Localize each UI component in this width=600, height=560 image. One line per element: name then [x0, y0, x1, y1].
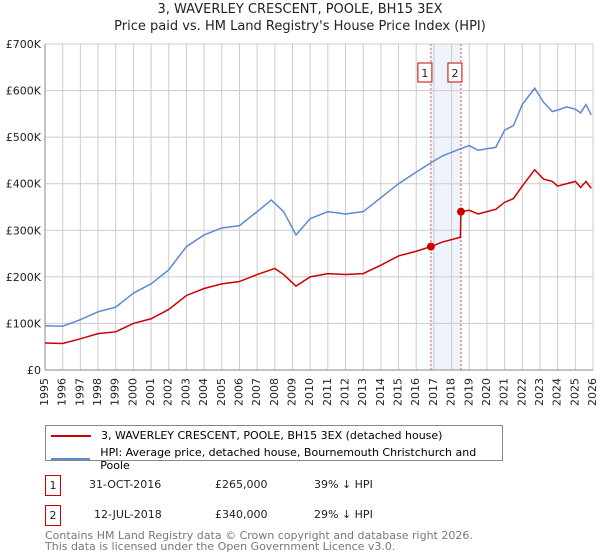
x-tick-label: 2024 [551, 378, 564, 406]
chart-subtitle: Price paid vs. HM Land Registry's House … [114, 19, 486, 34]
marker-label-box [417, 62, 433, 83]
x-tick-label: 2025 [568, 378, 581, 406]
transaction-hpi-diff: 39% ↓ HPI [314, 478, 373, 491]
marker-label: 2 [451, 67, 458, 80]
x-tick-label: 2008 [268, 378, 281, 406]
x-tick-label: 2010 [303, 378, 316, 406]
x-tick-label: 2007 [250, 378, 263, 406]
x-tick-label: 2016 [409, 378, 422, 406]
x-tick-label: 1997 [73, 378, 86, 406]
x-tick-label: 2022 [515, 378, 528, 406]
transaction-date: 31-OCT-2016 [89, 478, 162, 491]
x-tick-label: 2013 [356, 378, 369, 406]
x-tick-label: 2001 [144, 378, 157, 406]
x-tick-label: 2019 [462, 378, 475, 406]
x-tick-label: 2015 [392, 378, 405, 406]
y-tick-label: £300K [6, 224, 42, 237]
x-tick-label: 2006 [232, 378, 245, 406]
x-tick-label: 2002 [162, 378, 175, 406]
x-tick-label: 2009 [285, 378, 298, 406]
transaction-price: £265,000 [215, 478, 268, 491]
x-tick-label: 2017 [427, 378, 440, 406]
legend: 3, WAVERLEY CRESCENT, POOLE, BH15 3EX (d… [45, 425, 503, 472]
plot-area: 1995 1996 1997 1998 1999 2000 2001 2002 2003 2004… [6, 38, 599, 406]
legend-item-hpi: HPI: Average price, detached house, Bour… [51, 446, 502, 472]
x-tick-label: 2005 [215, 378, 228, 406]
transaction-price: £340,000 [215, 508, 268, 521]
x-tick-label: 2021 [498, 378, 511, 406]
x-tick-label: 1995 [38, 378, 51, 406]
marker-badge: 1 [45, 475, 61, 496]
series-line [44, 168, 592, 345]
x-tick-label: 2003 [179, 378, 192, 406]
series-line [44, 86, 592, 327]
transaction-date: 12-JUL-2018 [94, 508, 162, 521]
x-tick-label: 2018 [445, 378, 458, 406]
marker-label: 1 [421, 67, 428, 80]
x-tick-label: 2023 [533, 378, 546, 406]
x-tick-label: 2014 [374, 378, 387, 406]
x-tick-label: 2020 [480, 378, 493, 406]
x-tick-label: 2000 [126, 378, 139, 406]
x-tick-label: 2004 [197, 378, 210, 406]
y-tick-label: £0 [27, 364, 41, 377]
legend-item-property: 3, WAVERLEY CRESCENT, POOLE, BH15 3EX (d… [51, 429, 442, 442]
chart-title: 3, WAVERLEY CRESCENT, POOLE, BH15 3EX [157, 2, 443, 17]
shaded-period [430, 44, 461, 370]
x-tick-label: 1998 [91, 378, 104, 406]
x-tick-label: 2026 [586, 378, 599, 406]
y-tick-label: £500K [6, 131, 42, 144]
x-tick-label: 2011 [321, 378, 334, 406]
x-tick-label: 1999 [109, 378, 122, 406]
y-tick-label: £100K [6, 317, 42, 330]
y-tick-label: £600K [6, 85, 42, 98]
marker-label-box [447, 62, 463, 83]
legend-swatch-blue [51, 458, 91, 460]
x-tick-label: 2012 [339, 378, 352, 406]
legend-label: 3, WAVERLEY CRESCENT, POOLE, BH15 3EX (d… [101, 429, 443, 442]
y-tick-label: £200K [6, 271, 42, 284]
legend-swatch-red [51, 434, 91, 437]
y-tick-label: £400K [6, 178, 42, 191]
transaction-hpi-diff: 29% ↓ HPI [314, 508, 373, 521]
x-tick-label: 1996 [56, 378, 69, 406]
legend-label: HPI: Average price, detached house, Bour… [100, 446, 477, 472]
sale-point [426, 242, 435, 251]
sale-point [456, 207, 465, 216]
y-tick-label: £700K [6, 38, 42, 51]
footer: Contains HM Land Registry data © Crown c… [45, 530, 473, 552]
footer-line: This data is licensed under the Open Gov… [45, 540, 396, 553]
footer-line: Contains HM Land Registry data © Crown c… [45, 529, 473, 542]
marker-badge: 2 [45, 505, 61, 526]
